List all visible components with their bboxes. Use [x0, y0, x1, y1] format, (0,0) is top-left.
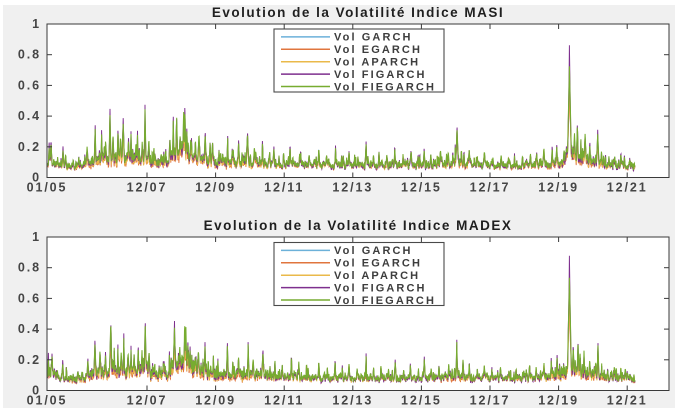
svg-text:0.8: 0.8 [18, 261, 41, 275]
svg-text:0.6: 0.6 [18, 291, 41, 305]
svg-text:Vol FIEGARCH: Vol FIEGARCH [334, 81, 436, 93]
svg-text:Evolution de la Volatilité Ind: Evolution de la Volatilité Indice MASI [212, 5, 504, 20]
svg-text:12/21: 12/21 [607, 181, 648, 195]
svg-text:0: 0 [32, 384, 41, 398]
svg-text:12/21: 12/21 [607, 394, 648, 408]
svg-text:12/13: 12/13 [332, 394, 373, 408]
svg-text:0.2: 0.2 [18, 353, 41, 367]
svg-text:Vol FIEGARCH: Vol FIEGARCH [334, 295, 436, 307]
svg-text:01/05: 01/05 [27, 181, 68, 195]
svg-text:12/19: 12/19 [538, 394, 579, 408]
svg-text:0: 0 [32, 171, 41, 185]
svg-text:1: 1 [32, 230, 41, 244]
svg-text:12/17: 12/17 [470, 181, 511, 195]
svg-text:0.4: 0.4 [18, 109, 41, 123]
svg-text:Vol GARCH: Vol GARCH [334, 245, 413, 257]
svg-text:12/11: 12/11 [264, 394, 304, 408]
svg-text:12/11: 12/11 [264, 181, 304, 195]
svg-text:12/17: 12/17 [470, 394, 511, 408]
svg-text:Vol EGARCH: Vol EGARCH [334, 258, 422, 270]
svg-text:12/15: 12/15 [401, 394, 442, 408]
svg-text:0.4: 0.4 [18, 322, 41, 336]
svg-text:12/13: 12/13 [332, 181, 373, 195]
svg-text:0.2: 0.2 [18, 140, 41, 154]
svg-text:0.8: 0.8 [18, 48, 41, 62]
svg-text:12/19: 12/19 [538, 181, 579, 195]
svg-text:12/09: 12/09 [195, 181, 236, 195]
svg-text:0.6: 0.6 [18, 78, 41, 92]
svg-text:12/15: 12/15 [401, 181, 442, 195]
svg-text:Vol EGARCH: Vol EGARCH [334, 44, 422, 56]
svg-text:1: 1 [32, 17, 41, 31]
svg-text:Vol FIGARCH: Vol FIGARCH [334, 282, 427, 294]
svg-text:12/07: 12/07 [127, 394, 168, 408]
svg-text:Evolution de la Volatilité Ind: Evolution de la Volatilité Indice MADEX [204, 218, 513, 233]
svg-text:Vol FIGARCH: Vol FIGARCH [334, 69, 427, 81]
svg-text:12/07: 12/07 [127, 181, 168, 195]
svg-text:01/05: 01/05 [27, 394, 68, 408]
svg-text:Vol GARCH: Vol GARCH [334, 32, 413, 44]
svg-text:Vol APARCH: Vol APARCH [334, 270, 420, 282]
svg-text:Vol APARCH: Vol APARCH [334, 57, 420, 69]
svg-text:12/09: 12/09 [195, 394, 236, 408]
